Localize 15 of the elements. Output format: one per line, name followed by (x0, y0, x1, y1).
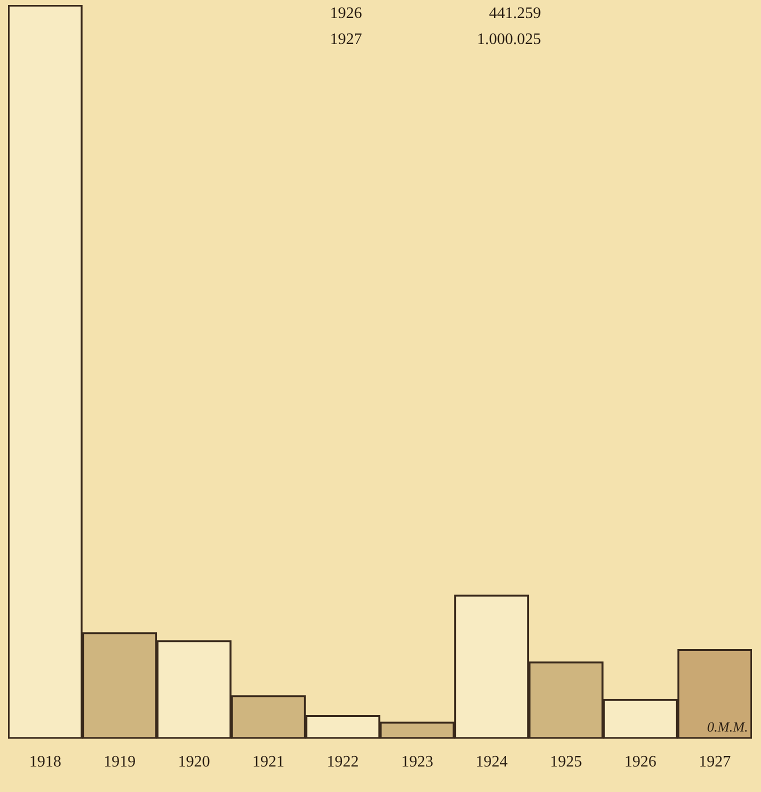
x-tick-label: 1924 (476, 754, 508, 771)
annotation: 1927 (330, 31, 362, 48)
annotation: 441.259 (489, 5, 541, 22)
annotation: 1926 (330, 5, 362, 22)
annotation: 1.000.025 (477, 31, 541, 48)
x-tick-label: 1927 (698, 754, 731, 771)
x-tick-label: 1926 (624, 754, 656, 771)
annotation: 0.M.M. (707, 720, 748, 736)
x-tick-label: 1925 (550, 754, 582, 771)
x-tick-label: 1919 (104, 754, 136, 771)
x-tick-label: 1920 (178, 754, 210, 771)
x-tick-label: 1921 (252, 754, 284, 771)
x-tick-label: 1923 (401, 754, 434, 771)
x-tick-label: 1918 (29, 754, 62, 771)
x-tick-label: 1922 (326, 754, 359, 771)
